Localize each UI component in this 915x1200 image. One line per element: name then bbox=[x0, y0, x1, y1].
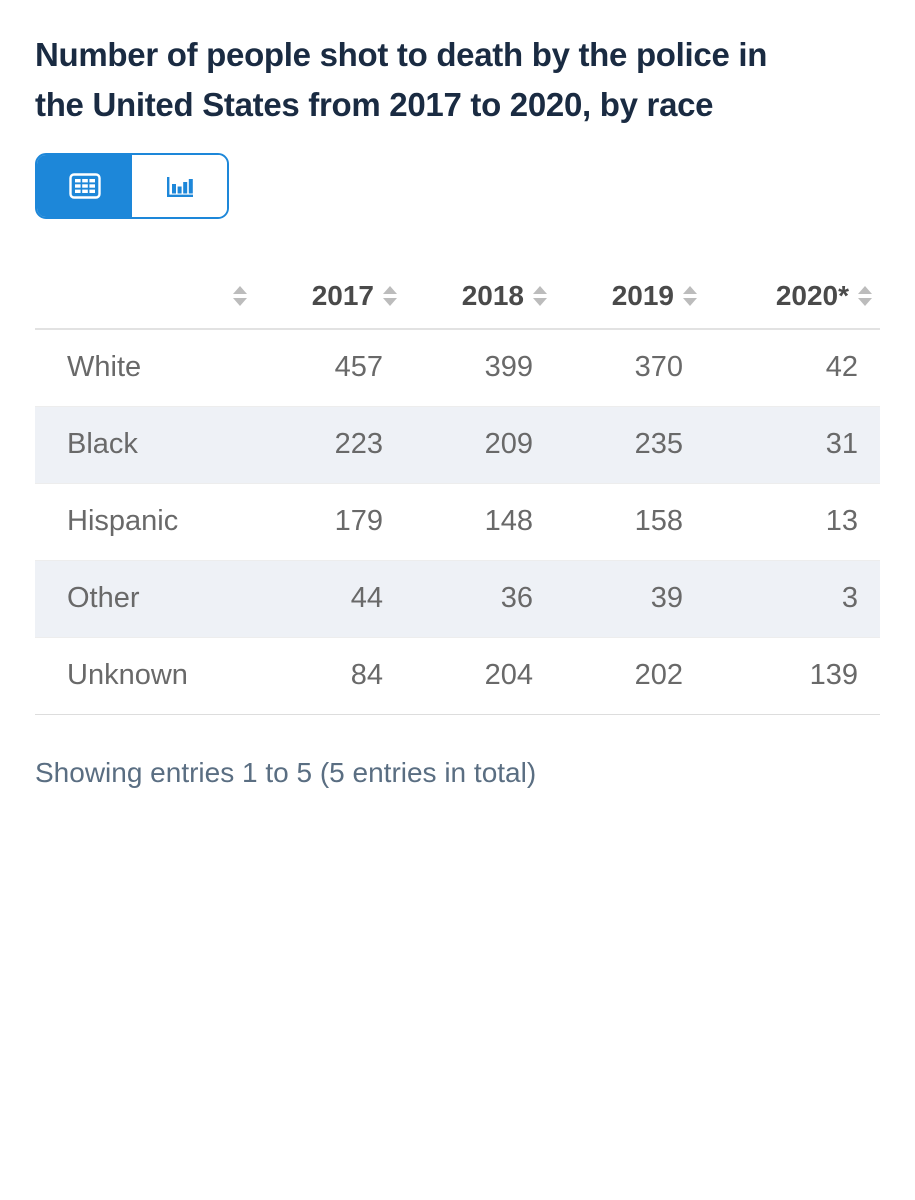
sort-arrows-icon bbox=[858, 285, 872, 306]
table-row: Other 44 36 39 3 bbox=[35, 560, 880, 638]
view-toggle bbox=[35, 153, 229, 219]
statistic-page: Number of people shot to death by the po… bbox=[35, 36, 880, 788]
row-label: Hispanic bbox=[35, 483, 255, 561]
page-title: Number of people shot to death by the po… bbox=[35, 36, 768, 123]
table-cell: 148 bbox=[405, 483, 555, 561]
column-header-label: 2020* bbox=[775, 279, 849, 311]
table-grid-icon bbox=[68, 173, 101, 199]
table-row: Hispanic 179 148 158 13 bbox=[35, 483, 880, 561]
bar-chart-icon bbox=[164, 172, 196, 200]
table-cell: 370 bbox=[555, 329, 705, 407]
table-cell: 457 bbox=[255, 329, 405, 407]
table-row: Black 223 209 235 31 bbox=[35, 406, 880, 484]
table-cell: 13 bbox=[705, 483, 880, 561]
column-header-label: 2019 bbox=[611, 279, 674, 311]
table-row: Unknown 84 204 202 139 bbox=[35, 637, 880, 715]
table-cell: 84 bbox=[255, 637, 405, 715]
table-cell: 204 bbox=[405, 637, 555, 715]
table-cell: 223 bbox=[255, 406, 405, 484]
column-header-2020[interactable]: 2020* bbox=[705, 263, 880, 330]
table-cell: 36 bbox=[405, 560, 555, 638]
table-cell: 3 bbox=[705, 560, 880, 638]
table-header-row: 2017 2018 2019 bbox=[35, 263, 880, 330]
row-label: Other bbox=[35, 560, 255, 638]
sort-arrows-icon bbox=[683, 285, 697, 306]
table-view-button[interactable] bbox=[37, 155, 132, 217]
column-header-2017[interactable]: 2017 bbox=[255, 263, 405, 330]
column-header-label: 2017 bbox=[311, 279, 374, 311]
sort-arrows-icon bbox=[383, 285, 397, 306]
row-label: Unknown bbox=[35, 637, 255, 715]
sort-arrows-icon bbox=[233, 285, 247, 306]
table-cell: 158 bbox=[555, 483, 705, 561]
table-cell: 399 bbox=[405, 329, 555, 407]
table-cell: 139 bbox=[705, 637, 880, 715]
row-label: White bbox=[35, 329, 255, 407]
chart-view-button[interactable] bbox=[132, 155, 227, 217]
column-header-label: 2018 bbox=[461, 279, 524, 311]
column-header-2018[interactable]: 2018 bbox=[405, 263, 555, 330]
table-cell: 179 bbox=[255, 483, 405, 561]
table-cell: 39 bbox=[555, 560, 705, 638]
table-cell: 44 bbox=[255, 560, 405, 638]
column-header-2019[interactable]: 2019 bbox=[555, 263, 705, 330]
sort-arrows-icon bbox=[533, 285, 547, 306]
table-row: White 457 399 370 42 bbox=[35, 329, 880, 407]
table-cell: 31 bbox=[705, 406, 880, 484]
row-label: Black bbox=[35, 406, 255, 484]
data-table: 2017 2018 2019 bbox=[35, 263, 880, 715]
table-cell: 202 bbox=[555, 637, 705, 715]
column-header-category[interactable] bbox=[35, 263, 255, 330]
table-cell: 209 bbox=[405, 406, 555, 484]
entries-summary: Showing entries 1 to 5 (5 entries in tot… bbox=[35, 756, 537, 788]
table-cell: 235 bbox=[555, 406, 705, 484]
table-cell: 42 bbox=[705, 329, 880, 407]
